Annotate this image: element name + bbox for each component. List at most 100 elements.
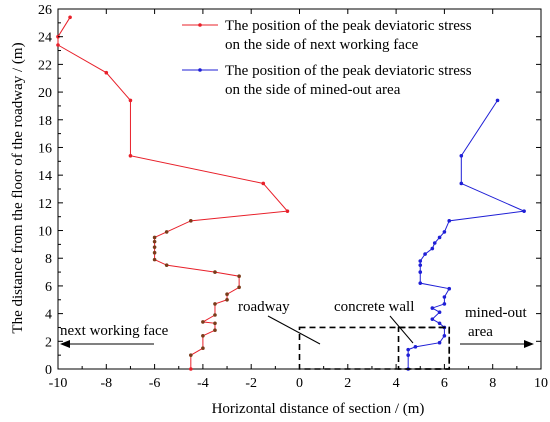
annotation-roadway-pointer xyxy=(267,315,321,345)
series-0-point xyxy=(189,353,193,357)
series-1-point xyxy=(459,153,464,158)
series-0-point xyxy=(213,328,217,333)
series-0-point xyxy=(152,257,157,262)
x-tick-label: 0 xyxy=(296,376,303,391)
series-0-point xyxy=(189,219,193,223)
series-1-point xyxy=(406,347,410,352)
x-tick-label: -4 xyxy=(197,376,209,391)
x-tick-label: -10 xyxy=(49,376,68,391)
series-1-point xyxy=(442,333,447,338)
series-0-point xyxy=(128,98,133,103)
series-0-point xyxy=(56,43,60,47)
series-1-point xyxy=(418,259,423,263)
annotation-mined-out-area: area xyxy=(468,324,493,340)
series-1-point xyxy=(406,353,410,357)
series-1-point xyxy=(442,230,447,234)
series-1-point xyxy=(430,306,435,310)
roadway-box xyxy=(298,326,451,370)
series-0-point xyxy=(104,70,109,75)
series-1-point xyxy=(447,219,452,223)
series-1-point xyxy=(430,246,435,251)
y-tick-label: 0 xyxy=(45,363,52,378)
series-0-point xyxy=(237,274,241,279)
series-0-point xyxy=(237,285,241,290)
series-1-point xyxy=(442,302,447,306)
series-1-point xyxy=(437,310,442,315)
y-tick-label: 14 xyxy=(38,169,52,184)
y-tick-label: 16 xyxy=(38,141,52,156)
y-tick-label: 18 xyxy=(38,114,52,129)
legend-label-mined-out-line2: on the side of mined-out area xyxy=(225,82,401,98)
series-1-point xyxy=(423,252,427,256)
series-0-point xyxy=(164,263,169,267)
x-axis-title: Horizontal distance of section / (m) xyxy=(212,401,425,417)
series-0-point xyxy=(213,270,217,274)
y-tick-label: 20 xyxy=(38,86,52,101)
series-1-point xyxy=(447,286,452,291)
series-1-point xyxy=(459,181,464,186)
series-1-point xyxy=(495,98,500,103)
series-0-point xyxy=(201,333,205,338)
series-0-point xyxy=(164,230,169,234)
series-0-point xyxy=(152,250,157,255)
series-0-point xyxy=(128,153,133,158)
annotation-mined-out: mined-out xyxy=(465,305,527,321)
legend-label-next-face-line2: on the side of next working face xyxy=(225,37,419,53)
y-tick-label: 24 xyxy=(38,31,52,46)
x-tick-label: -6 xyxy=(149,376,161,391)
series-1-point xyxy=(418,263,423,267)
series-0-point xyxy=(201,320,205,324)
y-tick-label: 6 xyxy=(45,280,52,295)
legend-label-mined-out-line1: The position of the peak deviatoric stre… xyxy=(225,63,472,79)
x-tick-label: 4 xyxy=(393,376,400,391)
y-tick-label: 10 xyxy=(38,225,52,240)
y-tick-label: 12 xyxy=(38,197,52,212)
y-tick-label: 2 xyxy=(45,335,52,350)
x-tick-label: -8 xyxy=(100,376,112,391)
y-tick-label: 22 xyxy=(38,58,52,73)
series-line-1 xyxy=(407,100,526,369)
series-0-point xyxy=(213,321,217,326)
concrete-wall-box xyxy=(397,326,451,370)
series-0-point xyxy=(152,235,157,240)
annotation-concrete-wall-pointer xyxy=(389,315,414,344)
x-tick-label: 10 xyxy=(534,376,548,391)
series-0-point xyxy=(68,15,72,20)
series-0-point xyxy=(213,302,217,306)
legend-marker-next-face xyxy=(198,23,202,27)
x-tick-label: 2 xyxy=(344,376,351,391)
series-layer xyxy=(56,15,526,371)
series-1-point xyxy=(437,321,442,326)
mined-out-arrow-head xyxy=(524,340,534,348)
series-0-point xyxy=(285,209,290,213)
legend-marker-mined-out xyxy=(198,68,202,72)
series-1-point xyxy=(413,345,418,349)
series-0-point xyxy=(213,313,217,317)
y-tick-label: 26 xyxy=(38,3,52,18)
annotation-concrete-wall: concrete wall xyxy=(334,299,414,315)
axis-layer: -10 -8 -6 -4 -2 0 2 4 6 8 100246810121416182022242… xyxy=(38,3,548,391)
series-1-point xyxy=(442,295,447,299)
series-0-point xyxy=(152,245,157,249)
series-0-point xyxy=(225,292,229,297)
x-tick-label: 6 xyxy=(441,376,448,391)
legend: The position of the peak deviatoric stre… xyxy=(182,18,472,98)
series-1-point xyxy=(437,235,442,240)
series-0-point xyxy=(261,181,266,186)
x-tick-label: -2 xyxy=(245,376,257,391)
series-0-point xyxy=(201,346,205,351)
x-tick-label: 8 xyxy=(489,376,496,391)
series-0-point xyxy=(152,239,157,244)
series-1-point xyxy=(437,340,442,345)
annotation-roadway: roadway xyxy=(238,299,290,315)
next-face-arrow-head xyxy=(60,340,70,348)
series-1-point xyxy=(522,209,526,213)
boxes-layer xyxy=(298,326,451,370)
annotation-next-working-face: next working face xyxy=(60,323,169,339)
series-0-point xyxy=(189,367,193,371)
series-1-point xyxy=(418,270,423,274)
legend-label-next-face-line1: The position of the peak deviatoric stre… xyxy=(225,18,472,34)
series-1-point xyxy=(418,281,423,285)
y-tick-label: 4 xyxy=(45,308,52,323)
